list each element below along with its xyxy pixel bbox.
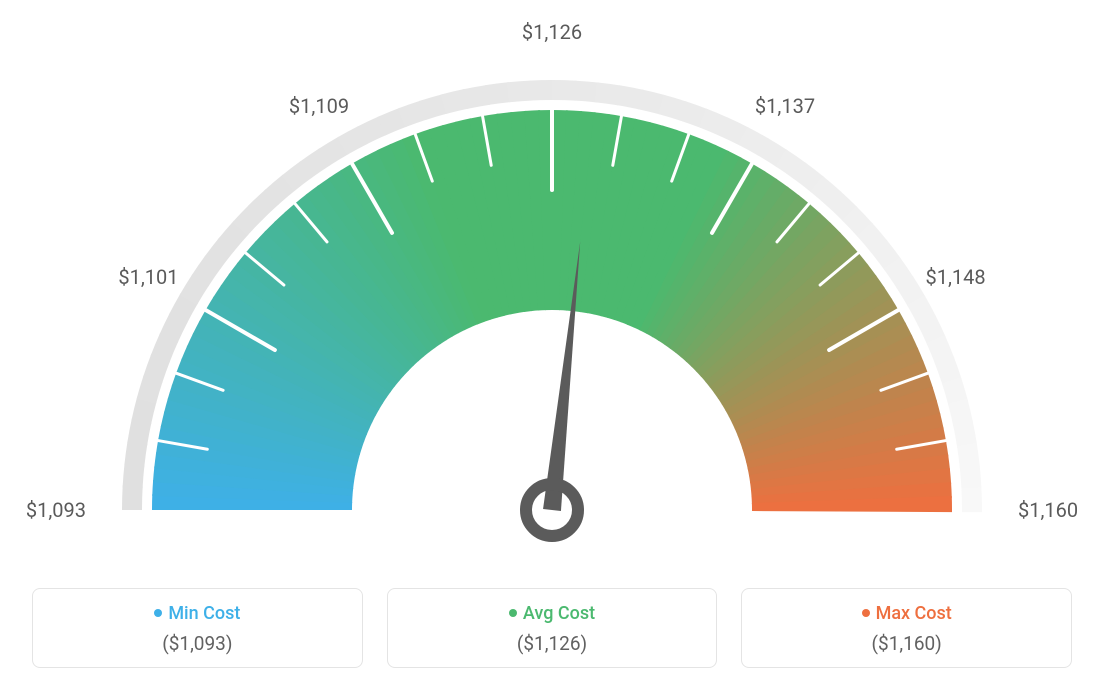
- gauge-tick-label: $1,126: [522, 20, 582, 44]
- legend-row: Min Cost ($1,093) Avg Cost ($1,126) Max …: [32, 588, 1072, 668]
- legend-title-min: Min Cost: [45, 603, 350, 624]
- legend-value-avg: ($1,126): [400, 632, 705, 655]
- gauge-tick-label: $1,101: [118, 265, 178, 289]
- legend-label-min: Min Cost: [168, 603, 240, 624]
- gauge-chart: [72, 40, 1032, 560]
- legend-label-avg: Avg Cost: [523, 603, 595, 624]
- gauge-tick-label: $1,160: [1018, 498, 1078, 522]
- legend-card-min: Min Cost ($1,093): [32, 588, 363, 668]
- gauge-area: $1,093 $1,101 $1,109 $1,126 $1,137 $1,148 $1,1…: [0, 0, 1104, 560]
- gauge-tick-label: $1,093: [26, 498, 86, 522]
- legend-title-max: Max Cost: [754, 603, 1059, 624]
- legend-card-max: Max Cost ($1,160): [741, 588, 1072, 668]
- gauge-tick-label: $1,148: [925, 265, 985, 289]
- legend-card-avg: Avg Cost ($1,126): [387, 588, 718, 668]
- legend-label-max: Max Cost: [876, 603, 952, 624]
- legend-value-min: ($1,093): [45, 632, 350, 655]
- gauge-tick-label: $1,109: [289, 94, 349, 118]
- legend-title-avg: Avg Cost: [400, 603, 705, 624]
- legend-value-max: ($1,160): [754, 632, 1059, 655]
- dot-icon: [862, 609, 870, 617]
- dot-icon: [509, 609, 517, 617]
- cost-gauge-widget: $1,093 $1,101 $1,109 $1,126 $1,137 $1,148 $1,1…: [0, 0, 1104, 690]
- dot-icon: [154, 609, 162, 617]
- gauge-tick-label: $1,137: [755, 94, 815, 118]
